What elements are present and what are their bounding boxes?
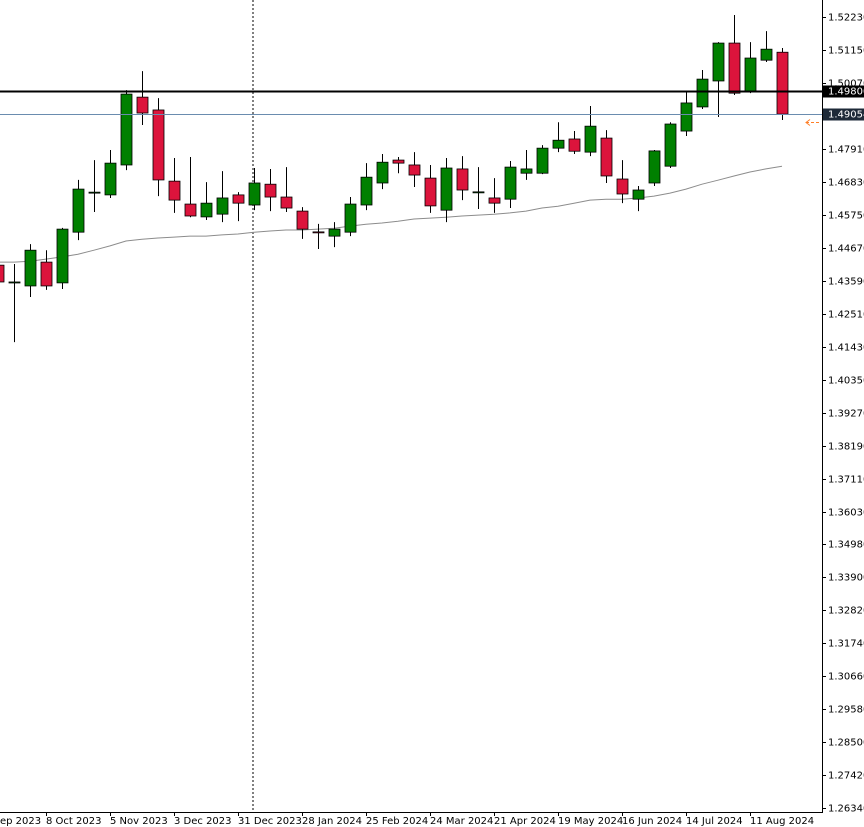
x-tick-label: 3 Dec 2023 [174,816,232,827]
candle-body [408,164,421,176]
y-tick-label: 1.39270 [828,409,864,420]
y-tick-label: 1.43590 [828,277,864,288]
y-tick-label: 1.33900 [828,573,864,584]
candle-body [72,188,85,233]
candle-body [56,228,69,284]
y-tick-label: 1.27420 [828,771,864,782]
candle-body [344,203,357,233]
candle-body [232,194,245,204]
candle-body [424,177,437,207]
candle-body [0,264,5,283]
candle-body [264,183,277,198]
candle-body [120,93,133,166]
candle-body [136,96,149,114]
candle-body [184,203,197,217]
price-label: 1.49800 [828,87,864,98]
x-tick-label: 16 Jun 2024 [622,816,682,827]
x-tick-label: 5 Nov 2023 [110,816,168,827]
candle-body [328,228,341,237]
candle-body [536,147,549,174]
x-tick-label: 25 Feb 2024 [366,816,428,827]
plot-area [0,14,789,343]
candle-body [680,102,693,132]
moving-average [0,165,783,263]
y-tick-label: 1.50070 [828,79,864,90]
candle-body [296,210,309,230]
candle-body [104,162,117,196]
price-label-box [823,108,864,121]
y-tick-label: 1.37110 [828,475,864,486]
y-tick-label: 1.36030 [828,508,864,519]
candle-body [280,196,293,209]
y-tick-label: 1.42510 [828,310,864,321]
candle-body [488,197,501,204]
y-tick-label: 1.44670 [828,244,864,255]
y-tick-label: 1.28500 [828,738,864,749]
candle-body [584,125,597,153]
candle-body [664,123,677,167]
candle-body [8,281,21,284]
candle-body [632,189,645,200]
x-tick-label: 24 Mar 2024 [430,816,493,827]
y-tick-label: 1.29580 [828,705,864,716]
y-tick-label: 1.47910 [828,145,864,156]
candle-body [712,42,725,82]
candle-body [600,137,613,177]
x-tick-label: 19 May 2024 [558,816,623,827]
candle-body [776,51,789,115]
y-tick-label: 1.52230 [828,13,864,24]
candle-body [648,150,661,184]
x-tick-label: 8 Oct 2023 [46,816,101,827]
candle-body [88,191,101,194]
price-label-box [823,85,864,98]
candle-body [760,48,773,61]
candle-body [440,167,453,211]
candle-body [520,168,533,174]
candle-body [312,231,325,234]
candle-body [552,139,565,149]
candle-body [456,168,469,191]
candle-body [248,182,261,206]
x-tick-label: 14 Jul 2024 [686,816,743,827]
candle-body [392,159,405,164]
x-tick-label: 31 Dec 2023 [238,816,302,827]
y-tick-label: 1.31740 [828,639,864,650]
candle-body [360,176,373,206]
candle-body [40,261,53,287]
candle-body [504,166,517,200]
y-tick-label: 1.41430 [828,343,864,354]
y-tick-label: 1.38190 [828,442,864,453]
y-tick-label: 1.30660 [828,672,864,683]
candle-body [728,42,741,94]
candle-body [152,109,165,181]
candle-body [744,57,757,93]
candle-body [616,178,629,195]
price-arrow-head [805,119,811,126]
y-tick-label: 1.26340 [828,804,864,815]
candle-body [200,202,213,218]
x-tick-label: ep 2023 [0,816,41,827]
y-tick-label: 1.46830 [828,178,864,189]
y-tick-label: 1.45750 [828,211,864,222]
y-tick-label: 1.51150 [828,46,864,57]
candle-body [376,161,389,184]
x-tick-label: 11 Aug 2024 [750,816,814,827]
y-tick-label: 1.32820 [828,606,864,617]
candle-body [24,249,37,287]
price-label: 1.49054 [828,110,864,121]
y-tick-label: 1.40350 [828,376,864,387]
candle-body [568,138,581,152]
y-tick-label: 1.34980 [828,540,864,551]
candle-body [168,180,181,201]
candle-body [216,197,229,215]
x-tick-label: 28 Jan 2024 [302,816,362,827]
x-tick-label: 21 Apr 2024 [494,816,556,827]
candle-body [696,78,709,108]
candle-body [472,191,485,194]
